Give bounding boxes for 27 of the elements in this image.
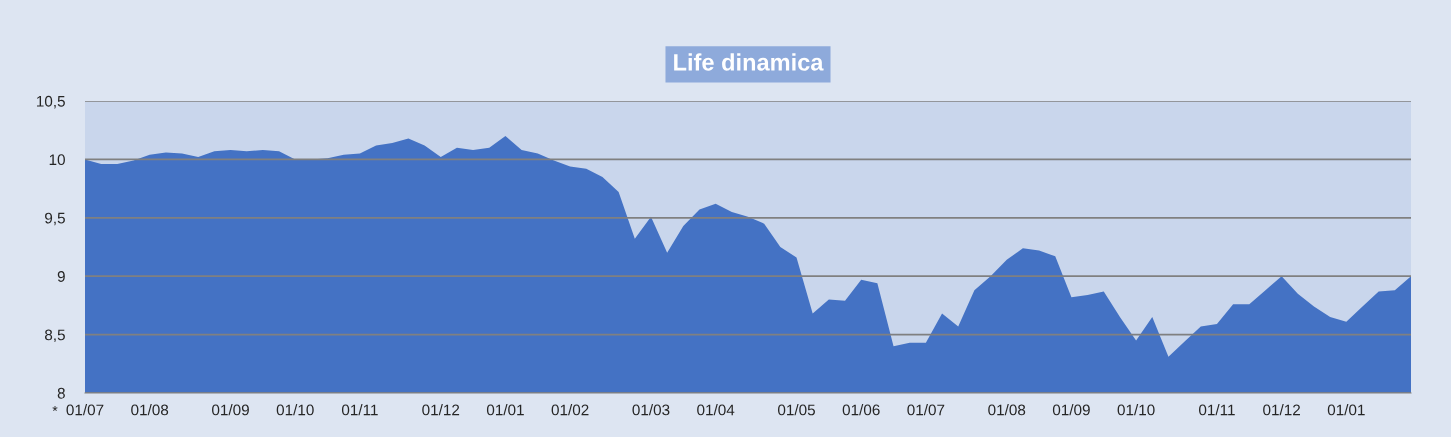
x-tick-label: 01/05 — [778, 404, 815, 416]
y-tick-label: 8,5 — [44, 329, 65, 343]
x-tick-label: 01/09 — [212, 404, 249, 416]
y-tick-label: 10,5 — [36, 95, 65, 109]
x-tick-label: 01/12 — [422, 404, 460, 416]
x-tick-label: 01/08 — [988, 404, 1026, 416]
x-tick-label: 01/01 — [1327, 404, 1365, 416]
chart-title: Life dinamica — [674, 53, 824, 71]
x-tick-label: 01/01 — [486, 404, 524, 416]
x-tick-label: 01/02 — [551, 404, 589, 416]
y-tick-label: 8 — [57, 387, 65, 399]
y-tick-label: 9,5 — [45, 212, 65, 226]
x-tick-label: 01/08 — [131, 404, 169, 416]
x-tick-label: 01/07 — [907, 404, 945, 416]
x-tick-label: 01/07 — [66, 404, 104, 416]
x-tick-label: 01/10 — [276, 404, 314, 416]
x-tick-label: 01/10 — [1117, 404, 1155, 416]
text: * — [52, 406, 58, 411]
x-tick-label: 01/03 — [632, 404, 670, 416]
x-tick-label: 01/09 — [1052, 404, 1090, 416]
x-tick-label: 01/12 — [1263, 404, 1300, 416]
y-tick-label: 10 — [49, 154, 65, 166]
x-tick-label: 01/11 — [1199, 404, 1235, 416]
x-tick-label: 01/11 — [341, 404, 378, 416]
y-tick-label: 9 — [57, 271, 65, 282]
x-tick-label: 01/04 — [697, 404, 735, 416]
x-tick-label: 01/06 — [842, 404, 880, 416]
